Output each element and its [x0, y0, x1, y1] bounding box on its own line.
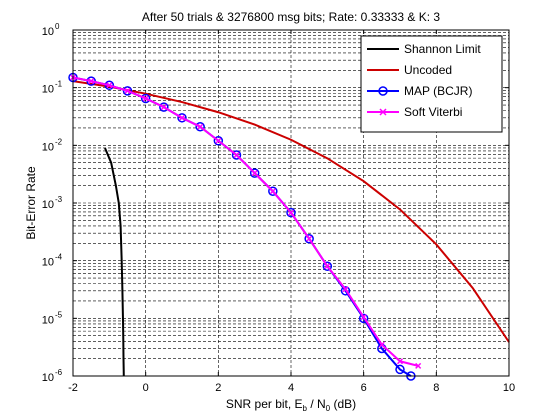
data-point	[360, 314, 367, 321]
data-point	[160, 104, 167, 111]
data-point	[215, 137, 222, 144]
data-point	[269, 188, 276, 195]
data-point	[106, 82, 113, 89]
data-point	[306, 235, 313, 242]
y-tick-label: 10	[42, 84, 54, 96]
x-axis-title: SNR per bit, Eb / N0 (dB)	[226, 397, 356, 413]
data-point	[378, 341, 385, 348]
legend-label-map: MAP (BCJR)	[404, 84, 472, 98]
data-point	[177, 113, 187, 123]
grid-lines	[73, 30, 509, 376]
data-point	[324, 263, 331, 270]
x-axis-title-sub-b: b	[303, 404, 308, 413]
data-point	[88, 78, 95, 85]
data-point	[213, 136, 224, 146]
data-point	[178, 114, 186, 121]
legend: Shannon Limit Uncoded MAP (BCJR) Soft Vi…	[360, 35, 503, 133]
series-shannon-limit	[104, 147, 125, 377]
legend-label-shannon: Shannon Limit	[404, 42, 481, 56]
y-tick-exponent: -3	[55, 195, 63, 204]
data-point	[233, 151, 240, 159]
x-tick-label: 6	[361, 382, 367, 394]
y-tick-label: 10	[42, 141, 54, 153]
y-tick-exponent: -4	[55, 253, 63, 262]
data-point	[322, 261, 333, 272]
legend-box	[360, 35, 503, 133]
x-tick-label: 4	[288, 382, 294, 394]
series-uncoded	[72, 80, 510, 343]
data-point	[159, 102, 169, 112]
data-point	[124, 87, 131, 94]
y-tick-label: 10	[42, 257, 54, 269]
series-line-shannon-limit	[104, 147, 125, 377]
series-lines	[68, 72, 510, 381]
legend-marker-map	[378, 86, 388, 96]
data-point	[197, 123, 204, 130]
x-axis-title-end: (dB)	[330, 397, 356, 411]
x-tick-label: 2	[215, 382, 221, 394]
x-axis-title-sub-0: 0	[326, 404, 331, 413]
legend-label-uncoded: Uncoded	[404, 63, 452, 77]
y-tick-exponent: 0	[55, 22, 60, 31]
data-point	[304, 233, 314, 244]
data-point	[287, 209, 295, 216]
x-axis-title-mid: / N	[307, 397, 326, 411]
data-point	[340, 286, 351, 296]
x-tick-label: -2	[68, 382, 78, 394]
x-tick-label: 10	[503, 382, 515, 394]
series-soft-viterbi	[69, 74, 422, 369]
chart-title: After 50 trials & 3276800 msg bits; Rate…	[142, 10, 440, 24]
x-tick-label: 8	[433, 382, 439, 394]
y-tick-label: 10	[42, 26, 54, 38]
legend-label-viterbi: Soft Viterbi	[404, 105, 462, 119]
data-point	[195, 122, 205, 132]
data-point	[268, 186, 278, 196]
y-tick-exponent: -6	[55, 368, 63, 377]
data-point	[286, 207, 296, 218]
data-point	[249, 168, 260, 178]
series-line-uncoded	[72, 80, 510, 343]
data-point	[395, 364, 405, 375]
series-line-soft-viterbi	[72, 76, 419, 367]
y-tick-label: 10	[42, 199, 54, 211]
data-point	[140, 93, 151, 104]
data-point	[231, 150, 242, 160]
data-point	[358, 313, 369, 324]
y-tick-label: 10	[42, 314, 54, 326]
legend-marker-viterbi	[379, 108, 387, 116]
data-point	[396, 358, 404, 365]
data-point	[415, 362, 422, 369]
data-point	[342, 286, 349, 293]
x-tick-label: 0	[143, 382, 149, 394]
data-point	[142, 95, 149, 102]
x-axis-title-main: SNR per bit, E	[226, 397, 303, 411]
data-point	[251, 170, 258, 177]
y-tick-label: 10	[42, 372, 54, 384]
y-tick-exponent: -2	[55, 137, 63, 146]
y-tick-exponent: -1	[55, 80, 63, 89]
data-point	[122, 86, 133, 96]
y-tick-exponent: -5	[55, 310, 63, 319]
y-axis-title: Bit-Error Rate	[24, 166, 38, 240]
